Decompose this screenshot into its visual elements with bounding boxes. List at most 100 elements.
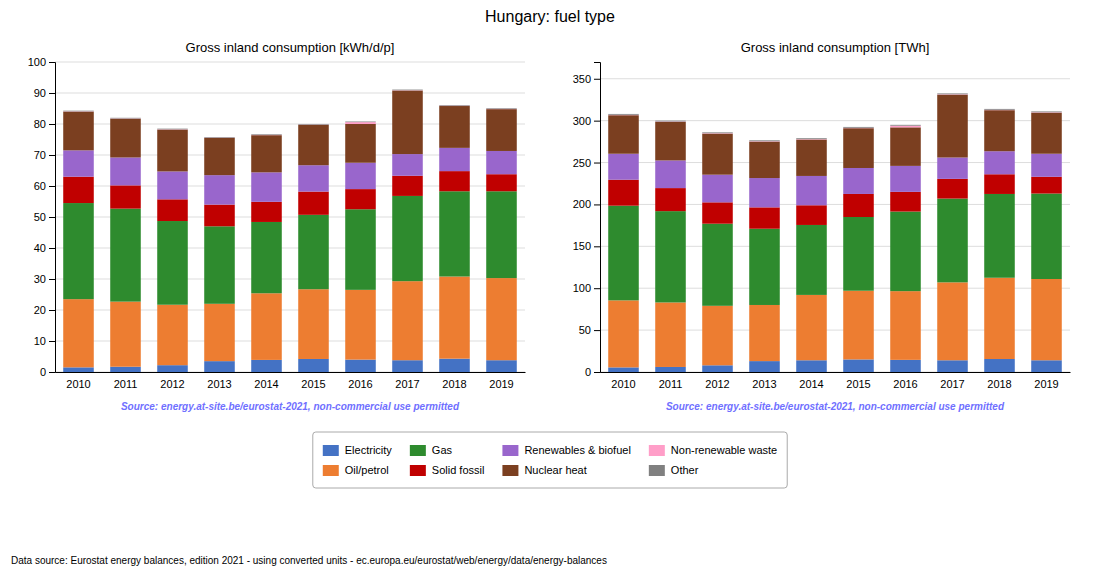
tick-label: 2018	[442, 378, 466, 390]
grid	[55, 62, 525, 372]
legend-item: Oil/petrol	[323, 464, 389, 476]
tick-label: 40	[34, 242, 46, 254]
bar	[749, 305, 780, 361]
x-tick: 2011	[659, 378, 683, 390]
bar	[392, 90, 423, 91]
bar	[984, 278, 1015, 359]
bar	[890, 127, 921, 166]
axis-line	[49, 63, 56, 373]
y-tick: 200	[573, 198, 600, 210]
y-tick: 70	[34, 149, 55, 161]
bar	[251, 293, 282, 360]
bar	[486, 151, 517, 174]
bar	[796, 140, 827, 176]
bar	[655, 211, 686, 302]
bar	[608, 115, 639, 154]
legend-label: Renewables & biofuel	[524, 444, 630, 456]
bar	[890, 124, 921, 126]
x-tick: 2018	[442, 378, 466, 390]
bar	[984, 174, 1015, 194]
axis-line	[56, 372, 526, 373]
bar	[1031, 112, 1062, 113]
bar	[843, 359, 874, 372]
legend-item: Renewables & biofuel	[502, 444, 630, 456]
bar	[392, 196, 423, 281]
bar	[204, 205, 235, 227]
legend-label: Gas	[432, 444, 453, 456]
legend-item: Non-renewable waste	[649, 444, 777, 456]
bar	[157, 129, 188, 130]
x-tick: 2010	[611, 378, 635, 390]
tick-mark	[49, 186, 55, 187]
bar	[937, 95, 968, 158]
x-tick: 2015	[846, 378, 870, 390]
bar	[843, 128, 874, 168]
x-tick: 2017	[940, 378, 964, 390]
bar	[655, 121, 686, 122]
bar	[608, 367, 639, 372]
bar	[251, 134, 282, 136]
tick-label: 2011	[659, 378, 683, 390]
tick-mark	[49, 217, 55, 218]
y-tick: 0	[40, 366, 55, 378]
bar	[392, 360, 423, 372]
bar	[749, 229, 780, 305]
bar	[608, 206, 639, 301]
bar	[392, 281, 423, 360]
bar	[702, 132, 733, 134]
tick-mark	[594, 79, 600, 80]
x-tick: 2012	[160, 378, 184, 390]
bar	[157, 128, 188, 130]
bar	[486, 109, 517, 151]
x-axis: 2010201120122013201420152016201720182019	[56, 373, 526, 390]
legend-item: Gas	[410, 444, 453, 456]
grid-line	[55, 62, 525, 63]
bar	[439, 359, 470, 372]
legend-swatch	[649, 445, 665, 456]
tick-mark	[49, 248, 55, 249]
tick-label: 60	[34, 180, 46, 192]
legend-swatch	[649, 465, 665, 476]
tick-label: 2013	[207, 378, 231, 390]
bar	[796, 176, 827, 205]
bar	[937, 179, 968, 199]
x-tick: 2015	[301, 378, 325, 390]
bar	[204, 137, 235, 139]
subplot: 0501001502002503003502010201120122013201…	[573, 40, 1071, 412]
bar	[608, 113, 639, 115]
tick-label: 2010	[66, 378, 90, 390]
bar	[63, 299, 94, 367]
bar	[298, 215, 329, 289]
bar	[157, 171, 188, 199]
bar	[345, 290, 376, 360]
bar	[157, 130, 188, 172]
tick-label: 50	[579, 324, 591, 336]
x-tick: 2017	[395, 378, 419, 390]
bar	[157, 305, 188, 365]
figure-title: Hungary: fuel type	[485, 8, 615, 25]
y-axis: 0102030405060708090100	[28, 56, 56, 378]
bar	[110, 209, 141, 302]
bar	[984, 151, 1015, 174]
bar	[890, 360, 921, 372]
bar	[298, 359, 329, 372]
tick-label: 2015	[301, 378, 325, 390]
bar	[890, 192, 921, 212]
bar	[345, 209, 376, 290]
bar	[110, 118, 141, 119]
bar	[796, 225, 827, 295]
bar	[439, 171, 470, 191]
tick-mark	[49, 372, 55, 373]
bar	[1031, 154, 1062, 177]
bar	[984, 110, 1015, 151]
bar	[345, 121, 376, 123]
tick-mark	[49, 124, 55, 125]
x-tick: 2018	[987, 378, 1011, 390]
bar	[157, 199, 188, 221]
y-tick: 30	[34, 273, 55, 285]
bar	[298, 165, 329, 191]
x-tick: 2010	[66, 378, 90, 390]
bar	[843, 217, 874, 291]
bar	[486, 174, 517, 191]
bar	[843, 127, 874, 128]
